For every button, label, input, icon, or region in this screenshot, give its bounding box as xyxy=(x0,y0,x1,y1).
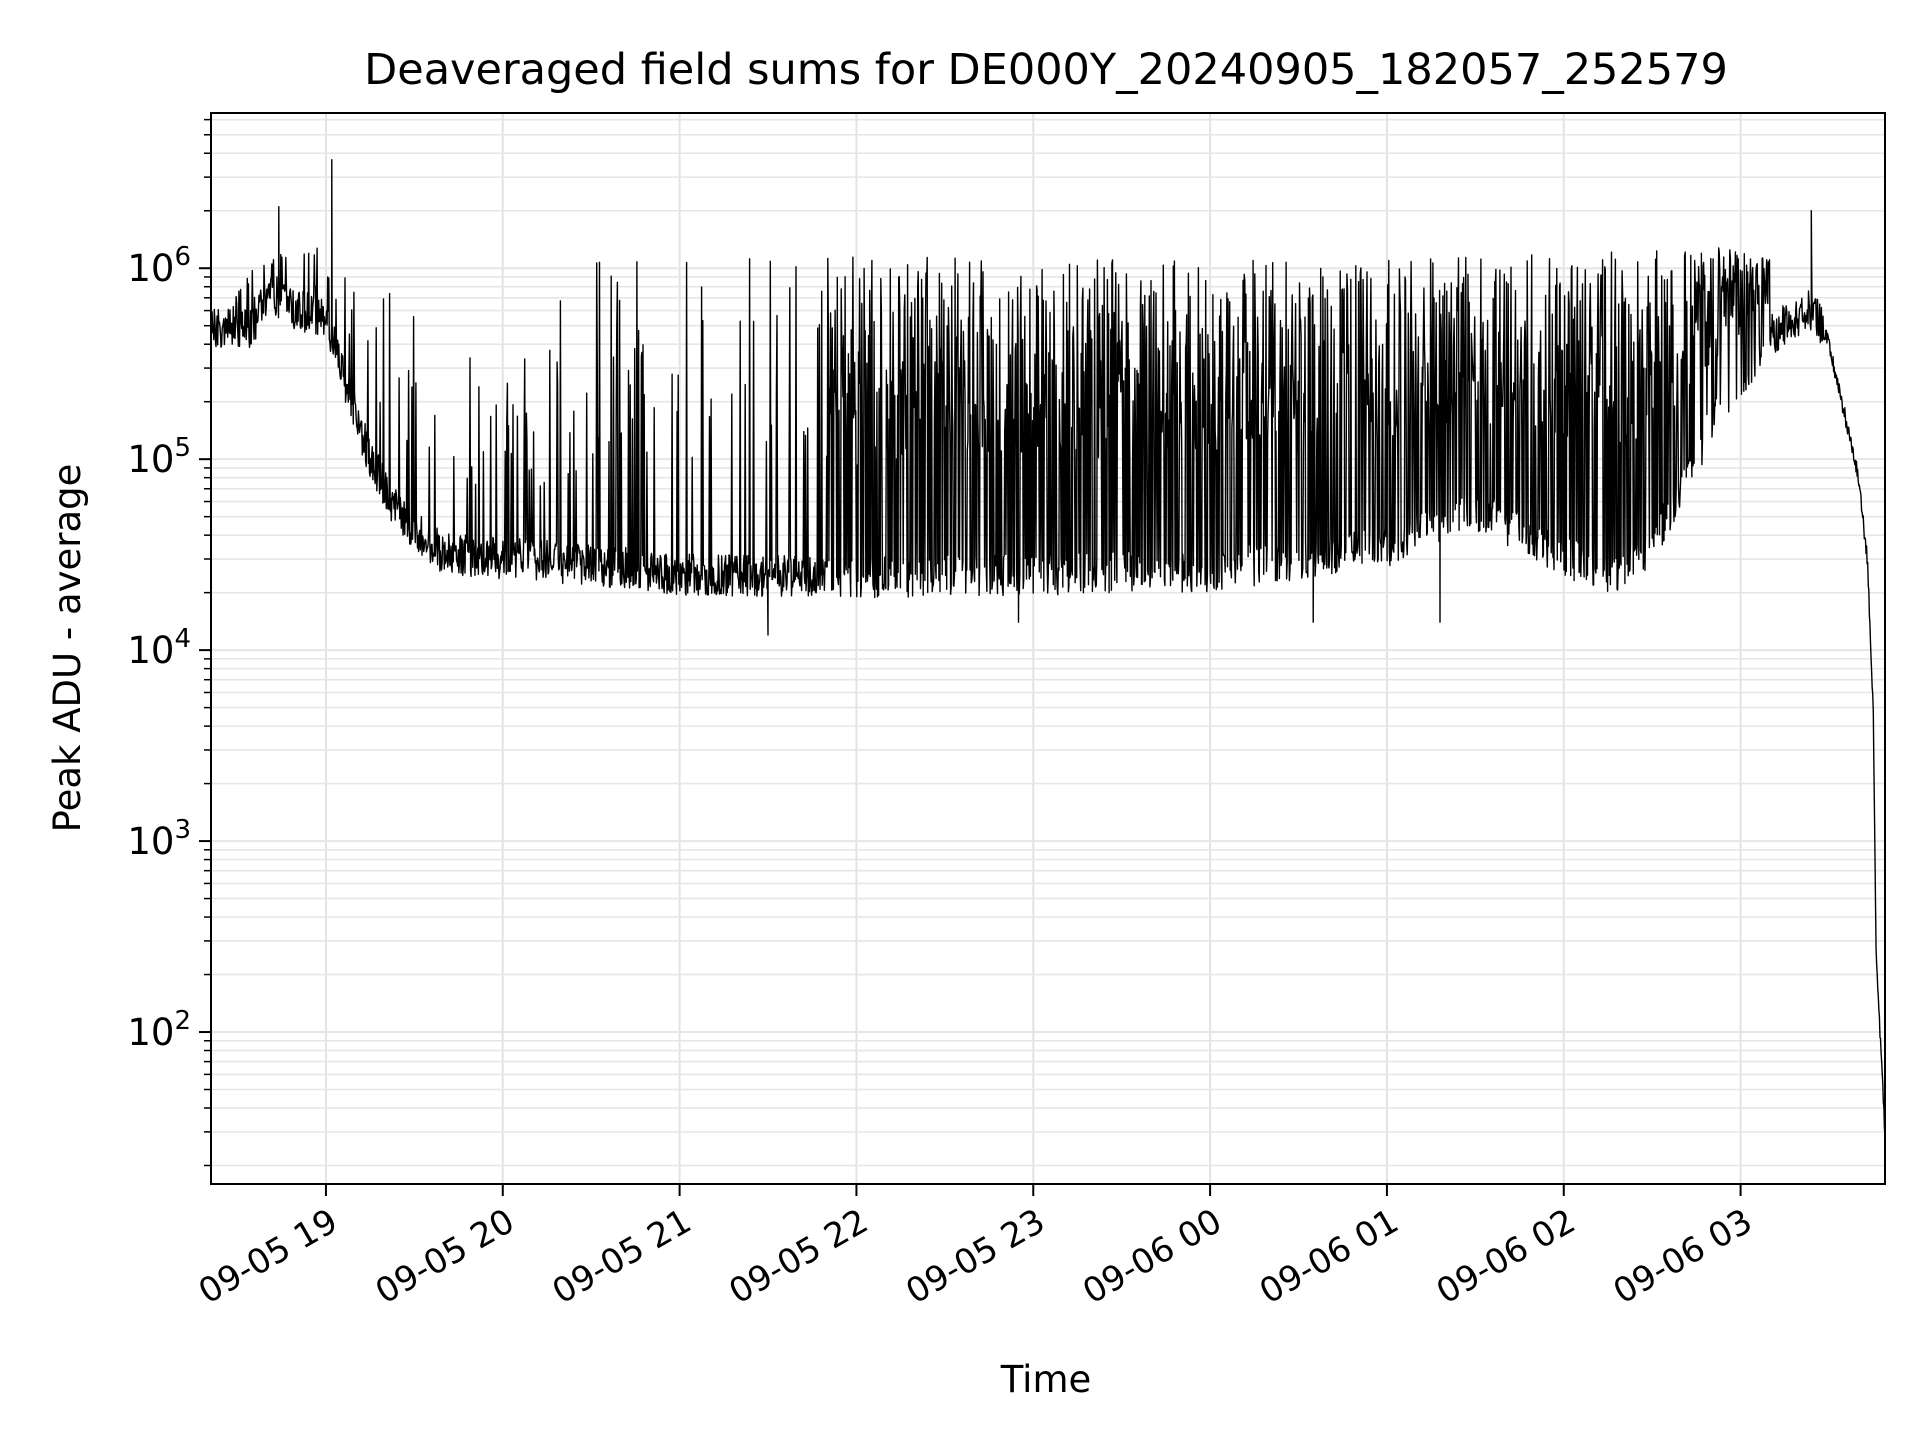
plot-area xyxy=(211,113,1885,1184)
chart-title: Deaveraged field sums for DE000Y_2024090… xyxy=(364,45,1728,95)
series-line xyxy=(210,159,1886,1135)
x-axis-label: Time xyxy=(1000,1358,1092,1401)
y-tick-label: 102 xyxy=(127,1006,191,1054)
data-series xyxy=(210,159,1886,1135)
plot-frame xyxy=(210,112,1886,1185)
y-tick-label: 103 xyxy=(127,815,191,863)
y-tick-label: 104 xyxy=(127,624,191,672)
y-tick-label: 105 xyxy=(127,433,191,481)
y-tick-label: 106 xyxy=(127,242,191,290)
y-axis: 102 103 104 105 106 xyxy=(127,118,211,1167)
y-axis-label: Peak ADU - average xyxy=(46,464,89,833)
